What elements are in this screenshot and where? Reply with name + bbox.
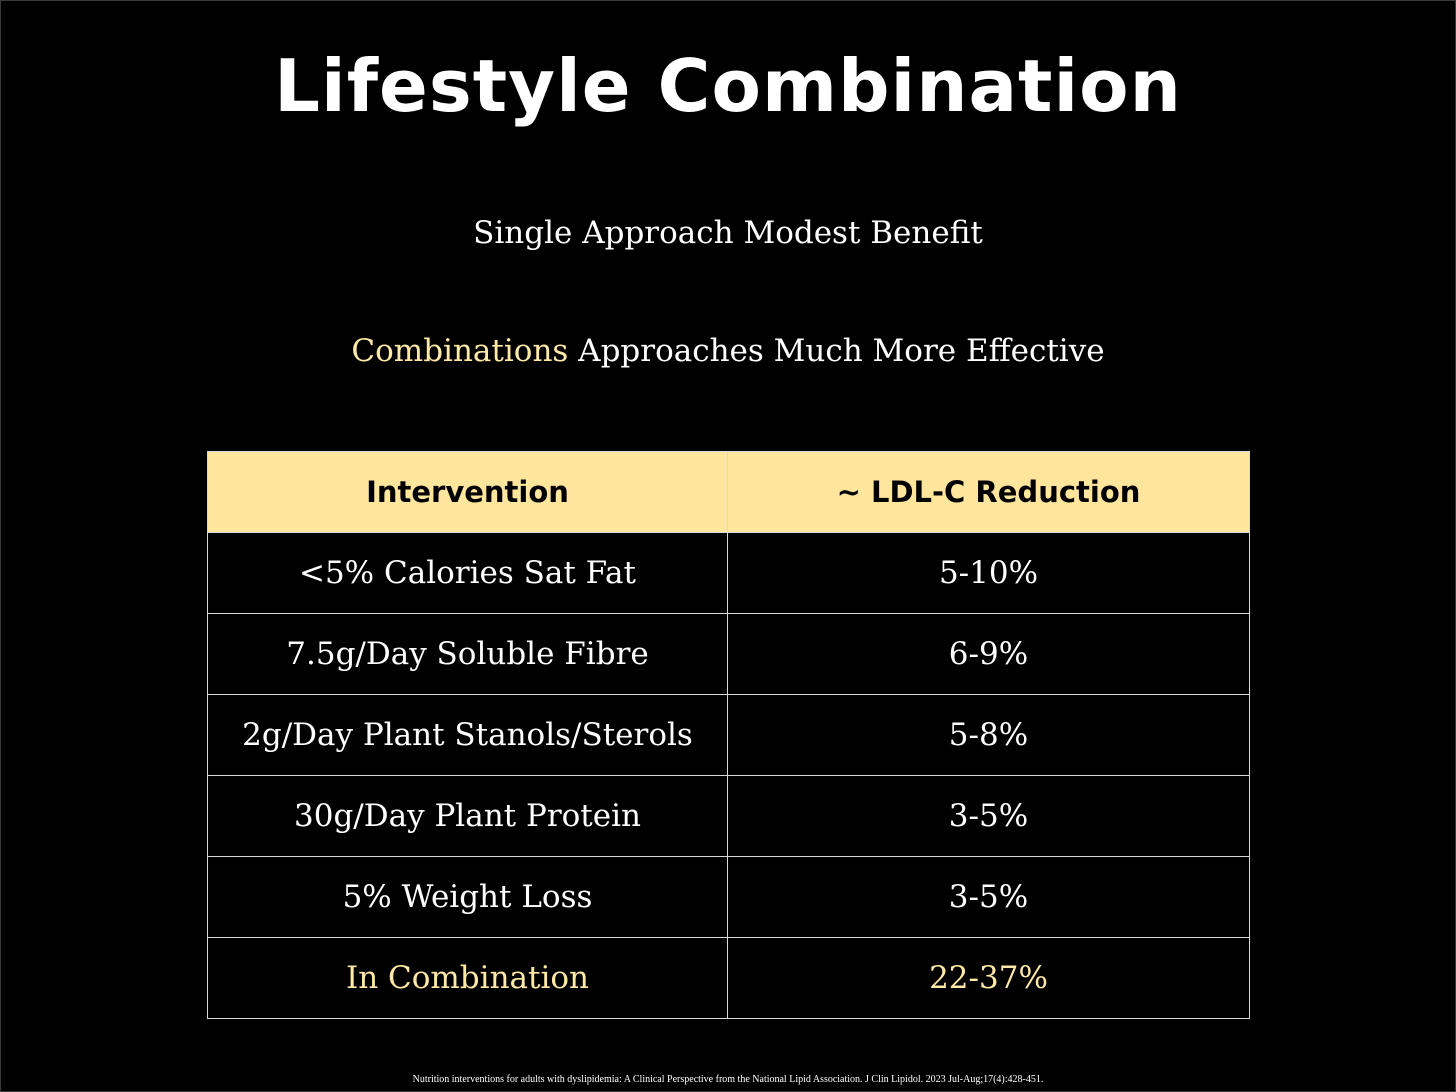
reduction-cell: 5-8% (727, 694, 1250, 776)
reduction-cell-combination: 22-37% (727, 937, 1250, 1019)
reduction-cell: 3-5% (727, 775, 1250, 857)
table-row-combination: In Combination 22-37% (207, 937, 1250, 1019)
reduction-cell: 6-9% (727, 613, 1250, 695)
reduction-cell: 5-10% (727, 532, 1250, 614)
subtitle-highlight-word: Combinations (351, 333, 569, 369)
ldl-table-container: Intervention ~ LDL-C Reduction <5% Calor… (207, 451, 1250, 1019)
table-header-row: Intervention ~ LDL-C Reduction (207, 451, 1250, 533)
ldl-reduction-table: Intervention ~ LDL-C Reduction <5% Calor… (207, 451, 1250, 1019)
header-intervention: Intervention (207, 451, 728, 533)
subtitle-combinations: Combinations Approaches Much More Effect… (1, 331, 1455, 371)
citation-footnote: Nutrition interventions for adults with … (412, 1074, 1044, 1085)
intervention-cell: 5% Weight Loss (207, 856, 728, 938)
subtitle-single-approach: Single Approach Modest Benefit (473, 215, 983, 251)
table-row: 2g/Day Plant Stanols/Sterols 5-8% (207, 694, 1250, 776)
table-row: <5% Calories Sat Fat 5-10% (207, 532, 1250, 614)
intervention-cell: 30g/Day Plant Protein (207, 775, 728, 857)
reduction-cell: 3-5% (727, 856, 1250, 938)
table-row: 5% Weight Loss 3-5% (207, 856, 1250, 938)
table-row: 7.5g/Day Soluble Fibre 6-9% (207, 613, 1250, 695)
intervention-cell-combination: In Combination (207, 937, 728, 1019)
intervention-cell: 7.5g/Day Soluble Fibre (207, 613, 728, 695)
intervention-cell: <5% Calories Sat Fat (207, 532, 728, 614)
slide-title: Lifestyle Combination (274, 44, 1182, 128)
subtitle-rest-text: Approaches Much More Effective (568, 333, 1105, 369)
table-row: 30g/Day Plant Protein 3-5% (207, 775, 1250, 857)
intervention-cell: 2g/Day Plant Stanols/Sterols (207, 694, 728, 776)
header-ldl-reduction: ~ LDL-C Reduction (727, 451, 1250, 533)
